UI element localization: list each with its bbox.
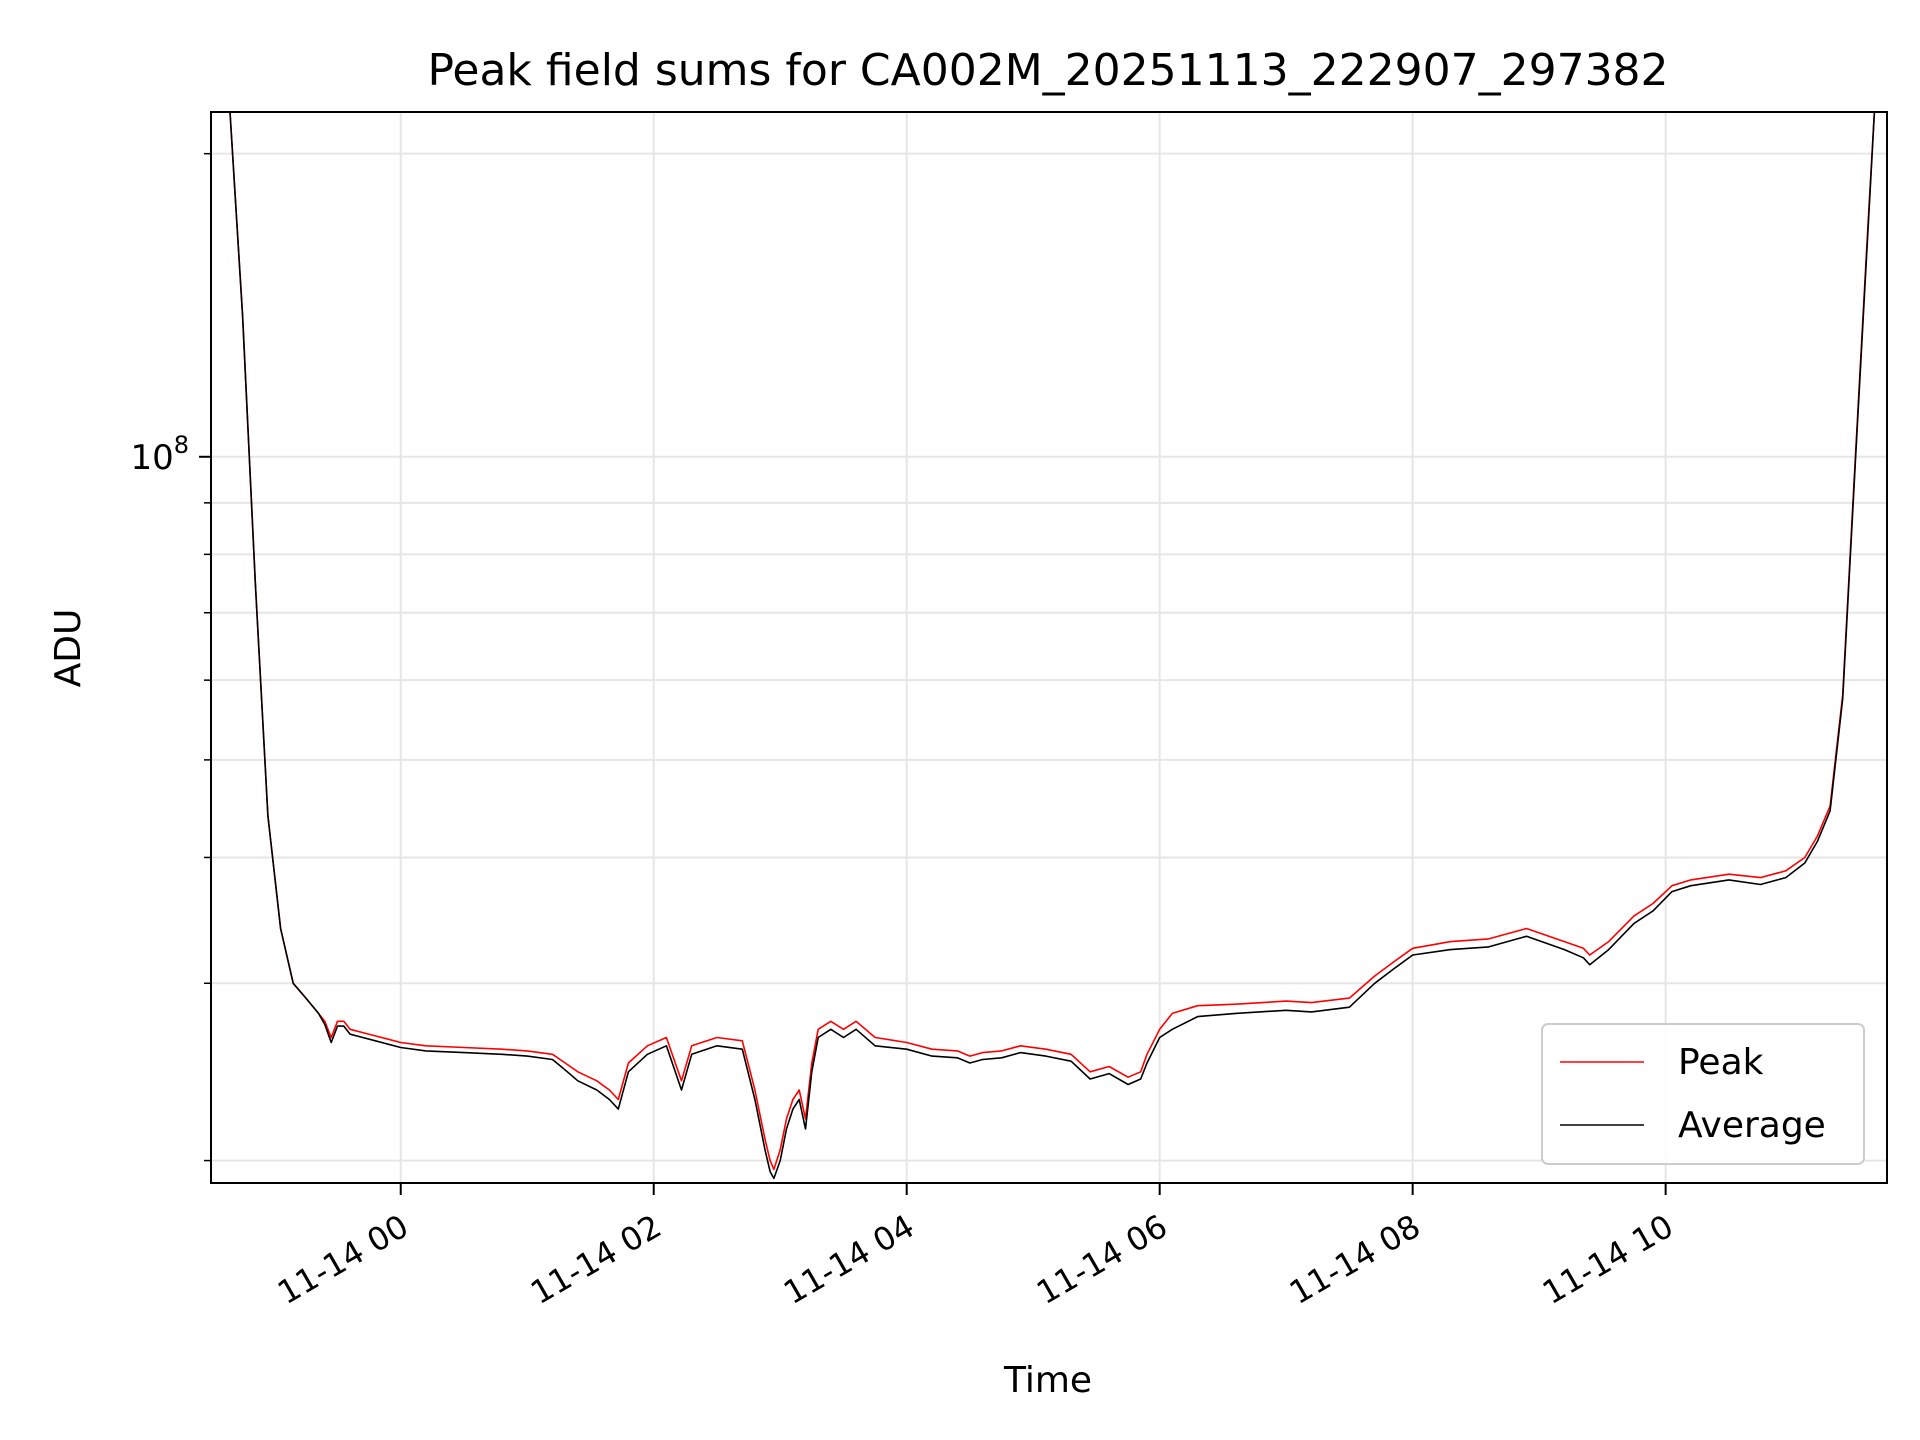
legend-label-peak: Peak <box>1678 1042 1764 1083</box>
series-line-peak <box>229 112 1876 1171</box>
legend-label-average: Average <box>1678 1105 1826 1146</box>
axis-ticks: 11-14 00 11-14 02 11-14 04 11-14 06 11-14 08… <box>130 152 1680 1312</box>
x-tick-label: 11-14 10 <box>1536 1207 1680 1312</box>
x-tick-label: 11-14 00 <box>271 1207 415 1312</box>
x-tick-label: 11-14 04 <box>777 1207 921 1312</box>
plot-frame <box>210 111 1888 1184</box>
y-tick-label: 108 <box>130 431 189 478</box>
x-tick-label: 11-14 02 <box>524 1207 668 1312</box>
x-axis-label: Time <box>1003 1360 1092 1401</box>
series-lines <box>229 112 1876 1180</box>
chart-title: Peak field sums for CA002M_20251113_2229… <box>427 45 1668 96</box>
legend: Peak Average <box>1541 1023 1865 1165</box>
x-tick-label: 11-14 08 <box>1283 1207 1427 1312</box>
legend-box <box>1541 1023 1865 1165</box>
x-tick-label: 11-14 06 <box>1030 1207 1174 1312</box>
series-line-average <box>229 112 1876 1180</box>
y-axis-label: ADU <box>48 609 89 688</box>
grid-lines <box>211 112 1887 1183</box>
